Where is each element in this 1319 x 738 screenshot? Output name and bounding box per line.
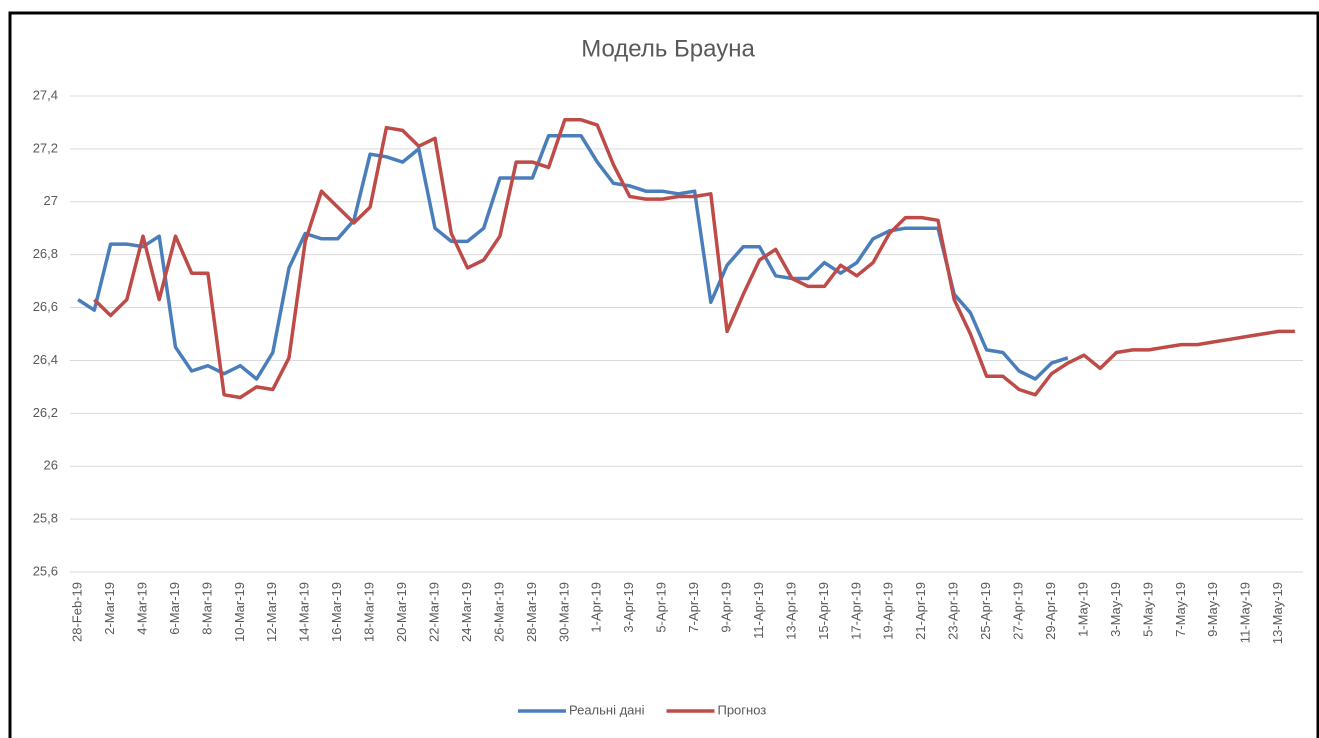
x-tick-label: 15-Apr-19: [816, 582, 831, 640]
x-tick-label: 7-Apr-19: [686, 582, 701, 633]
x-tick-label: 21-Apr-19: [913, 582, 928, 640]
x-tick-label: 4-Mar-19: [134, 582, 149, 635]
x-tick-label: 7-May-19: [1173, 582, 1188, 637]
y-tick-label: 26,8: [33, 246, 58, 261]
x-tick-label: 28-Mar-19: [524, 582, 539, 642]
x-tick-label: 20-Mar-19: [394, 582, 409, 642]
frame: [8, 11, 1319, 738]
y-tick-label: 27,4: [33, 87, 58, 102]
x-tick-label: 6-Mar-19: [167, 582, 182, 635]
x-tick-label: 30-Mar-19: [556, 582, 571, 642]
y-tick-label: 27,2: [33, 140, 58, 155]
x-tick-label: 18-Mar-19: [362, 582, 377, 642]
y-tick-label: 26,6: [33, 299, 58, 314]
x-tick-label: 11-May-19: [1238, 582, 1253, 643]
x-tick-label: 9-May-19: [1205, 582, 1220, 637]
x-tick-label: 16-Mar-19: [329, 582, 344, 642]
x-tick-label: 2-Mar-19: [102, 582, 117, 635]
x-tick-label: 27-Apr-19: [1011, 582, 1026, 640]
y-tick-label: 25,8: [33, 511, 58, 526]
x-tick-label: 12-Mar-19: [264, 582, 279, 642]
x-tick-label: 13-May-19: [1270, 582, 1285, 644]
series-line: [77, 133, 1069, 381]
legend-label: Прогноз: [717, 702, 766, 717]
legend-label: Реальні дані: [569, 702, 645, 717]
series-line: [93, 118, 1295, 400]
x-tick-label: 1-May-19: [1075, 582, 1090, 637]
x-tick-label: 29-Apr-19: [1043, 582, 1058, 640]
y-tick-label: 25,6: [33, 563, 58, 578]
x-tick-label: 9-Apr-19: [718, 582, 733, 633]
x-tick-label: 24-Mar-19: [459, 582, 474, 642]
x-tick-label: 10-Mar-19: [232, 582, 247, 642]
x-tick-label: 26-Mar-19: [491, 582, 506, 642]
x-tick-label: 8-Mar-19: [199, 582, 214, 635]
x-tick-label: 14-Mar-19: [297, 582, 312, 642]
x-tick-label: 28-Feb-19: [70, 582, 85, 642]
y-tick-label: 26,4: [33, 352, 58, 367]
x-tick-label: 5-May-19: [1140, 582, 1155, 637]
x-tick-label: 17-Apr-19: [848, 582, 863, 640]
x-tick-label: 11-Apr-19: [751, 582, 766, 639]
y-tick-label: 26: [44, 458, 58, 473]
x-tick-label: 13-Apr-19: [783, 582, 798, 640]
x-tick-label: 5-Apr-19: [654, 582, 669, 633]
x-tick-label: 23-Apr-19: [946, 582, 961, 640]
x-tick-label: 19-Apr-19: [881, 582, 896, 640]
x-tick-label: 3-May-19: [1108, 582, 1123, 637]
chart-title: Модель Брауна: [581, 35, 755, 62]
y-tick-label: 27: [44, 193, 58, 208]
x-tick-label: 25-Apr-19: [978, 582, 993, 640]
y-tick-label: 26,2: [33, 405, 58, 420]
x-tick-label: 1-Apr-19: [589, 582, 604, 633]
x-tick-label: 3-Apr-19: [621, 582, 636, 633]
x-tick-label: 22-Mar-19: [426, 582, 441, 642]
